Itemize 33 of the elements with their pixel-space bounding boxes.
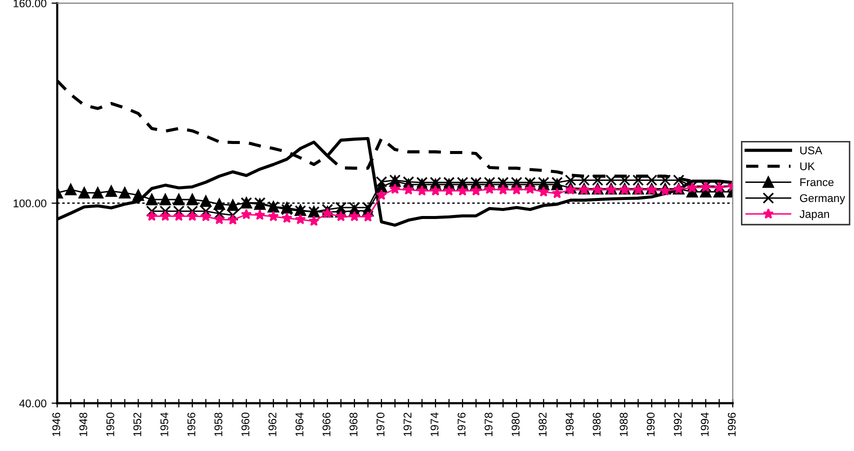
legend-label: France <box>800 178 834 186</box>
x-tick-label: 1962 <box>268 412 276 436</box>
legend-label: Germany <box>800 194 846 204</box>
x-tick-label: 1948 <box>79 412 88 436</box>
x-tick-label: 1982 <box>538 412 547 436</box>
y-tick-label: 100.00 <box>14 199 46 208</box>
x-tick-label: 1976 <box>458 412 466 436</box>
x-tick-label: 1968 <box>350 412 358 436</box>
x-tick-label: 1956 <box>187 412 196 436</box>
x-tick-label: 1958 <box>214 412 222 436</box>
y-tick-label: 40.00 <box>19 399 46 408</box>
x-tick-label: 1996 <box>728 412 736 436</box>
x-tick-label: 1988 <box>620 412 628 436</box>
x-tick-label: 1950 <box>106 412 114 436</box>
x-tick-label: 1992 <box>674 412 682 436</box>
x-tick-label: 1980 <box>512 412 520 436</box>
legend-label: UK <box>800 162 815 170</box>
x-tick-label: 1970 <box>376 412 384 436</box>
x-tick-label: 1960 <box>241 412 250 436</box>
x-tick-label: 1978 <box>484 412 493 436</box>
x-tick-label: 1986 <box>592 412 601 436</box>
x-tick-label: 1994 <box>700 412 709 436</box>
x-tick-label: 1990 <box>646 412 655 436</box>
x-tick-label: 1964 <box>296 412 304 436</box>
x-tick-label: 1966 <box>322 412 330 436</box>
x-tick-label: 1974 <box>430 412 438 436</box>
x-tick-label: 1954 <box>160 412 168 436</box>
x-tick-label: 1984 <box>566 412 574 436</box>
legend-label: Japan <box>800 210 829 220</box>
x-tick-label: 1952 <box>133 412 142 436</box>
legend-label: USA <box>800 146 822 154</box>
x-tick-label: 1946 <box>52 412 60 436</box>
x-tick-label: 1972 <box>404 412 412 436</box>
